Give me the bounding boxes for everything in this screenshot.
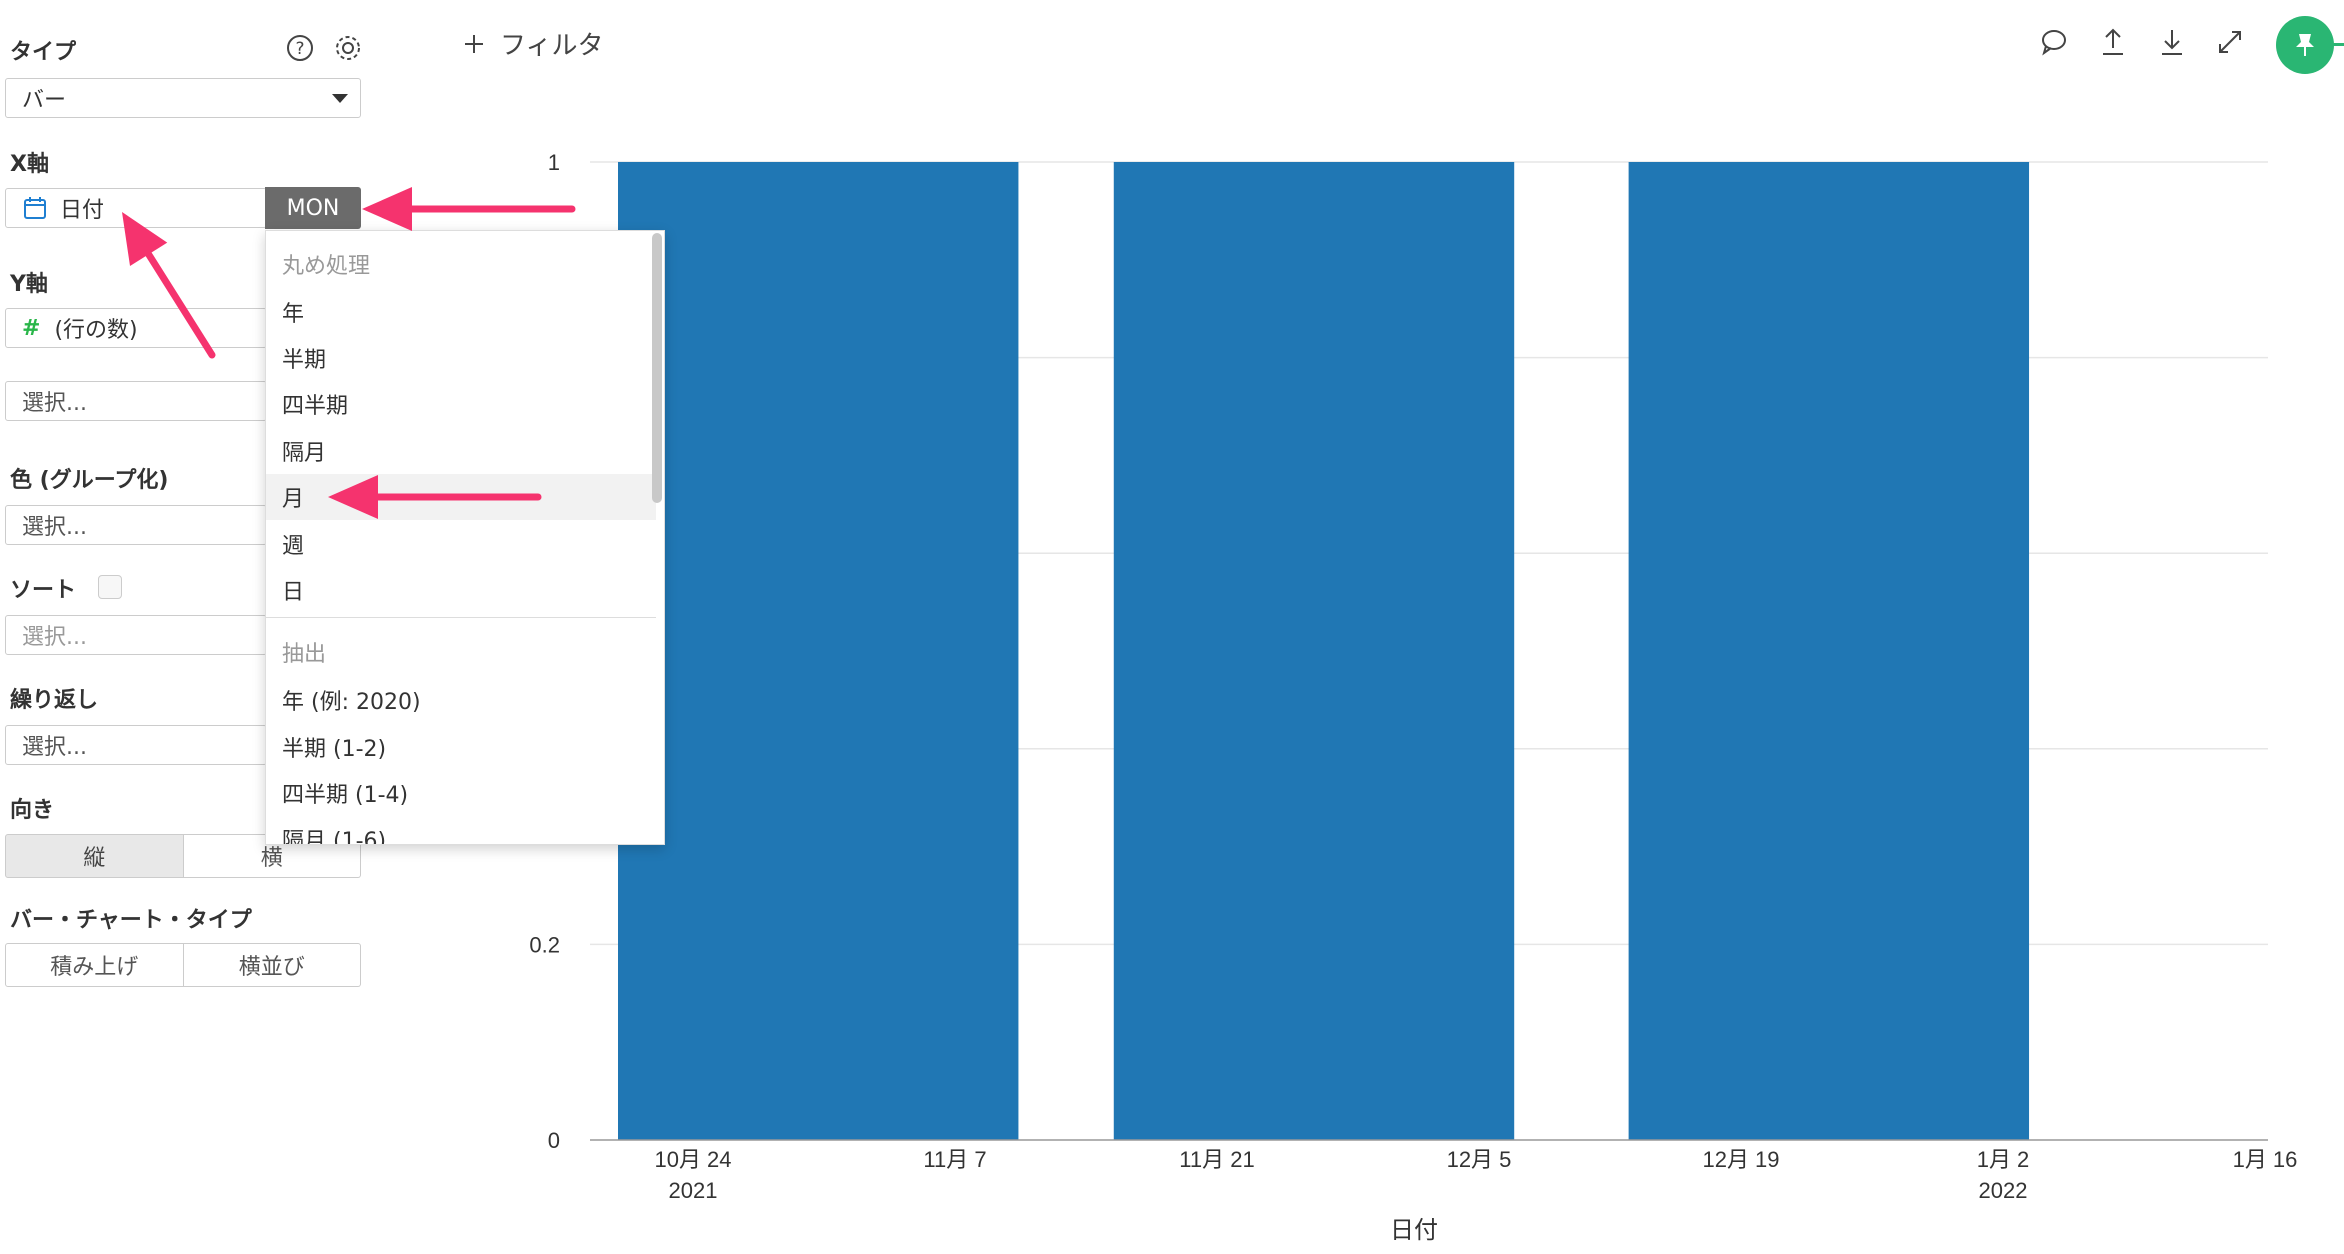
- y-tick-label: 0: [548, 1128, 560, 1153]
- dropdown-scrollbar[interactable]: [652, 233, 662, 503]
- dropdown-item-month[interactable]: 月: [266, 474, 656, 520]
- y-tick-label: 0.2: [529, 932, 560, 957]
- type-label: タイプ: [10, 40, 77, 65]
- bar-2021-11[interactable]: [1113, 162, 1515, 1140]
- x-tick-year-label: 2022: [1979, 1178, 2028, 1203]
- color-placeholder: 選択...: [22, 515, 87, 540]
- x-tick-label: 11月 7: [923, 1147, 986, 1172]
- type-select[interactable]: バー: [5, 78, 361, 118]
- comment-icon[interactable]: [2038, 26, 2070, 58]
- chart-x-ticks: 10月 24 2021 11月 7 11月 21 12月 5 12月 19 1月 2 2022…: [654, 1147, 2297, 1203]
- chart-y-ticks: 00.21: [529, 150, 560, 1153]
- chart-bars: [618, 162, 2030, 1140]
- repeat-placeholder: 選択...: [22, 735, 87, 760]
- dropdown-item-extract-quarter[interactable]: 四半期 (1-4): [282, 783, 409, 808]
- xaxis-field-value: 日付: [60, 198, 105, 223]
- add-filter-button[interactable]: フィルタ: [462, 25, 603, 62]
- add-filter-label: フィルタ: [500, 31, 604, 61]
- x-tick-label: 1月 2: [1977, 1147, 2030, 1172]
- yaxis-aggregate-select[interactable]: 選択...: [5, 381, 267, 421]
- yaxis-label: Y軸: [10, 272, 48, 297]
- bar-type-toggle: 積み上げ 横並び: [5, 943, 361, 987]
- plus-icon: [465, 34, 483, 53]
- dropdown-item-extract-half[interactable]: 半期 (1-2): [282, 737, 387, 762]
- sort-checkbox[interactable]: [98, 575, 122, 599]
- dropdown-divider: [266, 617, 656, 618]
- bar-type-stacked[interactable]: 積み上げ: [5, 943, 184, 987]
- upload-icon[interactable]: [2097, 26, 2129, 58]
- dropdown-item-week[interactable]: 週: [282, 534, 305, 559]
- repeat-label: 繰り返し: [10, 688, 99, 713]
- dropdown-item-day[interactable]: 日: [282, 580, 305, 605]
- y-tick-label: 1: [548, 150, 560, 175]
- dropdown-item-bimonth[interactable]: 隔月: [282, 441, 327, 466]
- xaxis-label: X軸: [10, 152, 49, 177]
- gear-icon[interactable]: [333, 33, 363, 63]
- sort-label: ソート: [10, 578, 77, 603]
- color-label: 色 (グループ化): [10, 468, 169, 493]
- dropdown-header-extract: 抽出: [282, 642, 327, 667]
- repeat-select[interactable]: 選択...: [5, 725, 267, 765]
- chevron-down-icon: [332, 94, 348, 103]
- color-select[interactable]: 選択...: [5, 505, 267, 545]
- calendar-icon: [24, 197, 46, 219]
- rounding-button[interactable]: MON: [265, 187, 361, 229]
- chart-settings-panel: タイプ ? バー X軸 日付 MON Y軸 # (行の数) 選択... 色 (グ…: [0, 0, 370, 1254]
- number-icon: #: [22, 315, 41, 341]
- x-tick-year-label: 2021: [669, 1178, 718, 1203]
- dropdown-header-rounding: 丸め処理: [282, 254, 371, 279]
- help-icon[interactable]: ?: [285, 33, 315, 63]
- x-axis-title: 日付: [1390, 1216, 1438, 1244]
- bar-2021-10[interactable]: [618, 162, 1019, 1140]
- x-tick-label: 10月 24: [654, 1147, 731, 1172]
- pin-icon: [2296, 34, 2314, 56]
- yaxis-field-value: (行の数): [54, 318, 138, 343]
- bar-2021-12[interactable]: [1628, 162, 2030, 1140]
- dropdown-item-half-year[interactable]: 半期: [282, 348, 327, 373]
- x-tick-label: 12月 5: [1447, 1147, 1512, 1172]
- x-tick-label: 12月 19: [1702, 1147, 1779, 1172]
- sort-select[interactable]: 選択...: [5, 615, 267, 655]
- type-select-value: バー: [22, 88, 67, 113]
- svg-text:?: ?: [295, 39, 304, 59]
- yaxis-field-select[interactable]: # (行の数): [5, 308, 267, 348]
- bar-type-label: バー・チャート・タイプ: [10, 908, 252, 933]
- sort-placeholder: 選択...: [22, 625, 87, 650]
- bar-type-side-by-side[interactable]: 横並び: [183, 943, 361, 987]
- dropdown-item-extract-year[interactable]: 年 (例: 2020): [282, 690, 421, 715]
- yaxis-aggregate-placeholder: 選択...: [22, 391, 87, 416]
- pin-button[interactable]: [2276, 16, 2334, 74]
- dropdown-item-extract-bimonth[interactable]: 隔月 (1-6): [282, 829, 387, 845]
- dropdown-item-year[interactable]: 年: [282, 302, 305, 327]
- pin-connector: [2330, 43, 2344, 46]
- orientation-vertical[interactable]: 縦: [5, 834, 184, 878]
- dropdown-item-quarter[interactable]: 四半期: [282, 394, 349, 419]
- x-tick-label: 11月 21: [1179, 1147, 1254, 1172]
- rounding-dropdown: 丸め処理 年 半期 四半期 隔月 月 週 日 抽出 年 (例: 2020) 半期…: [265, 230, 665, 845]
- expand-icon[interactable]: [2214, 26, 2246, 58]
- download-icon[interactable]: [2156, 26, 2188, 58]
- orientation-label: 向き: [10, 798, 55, 823]
- x-tick-label: 1月 16: [2233, 1147, 2298, 1172]
